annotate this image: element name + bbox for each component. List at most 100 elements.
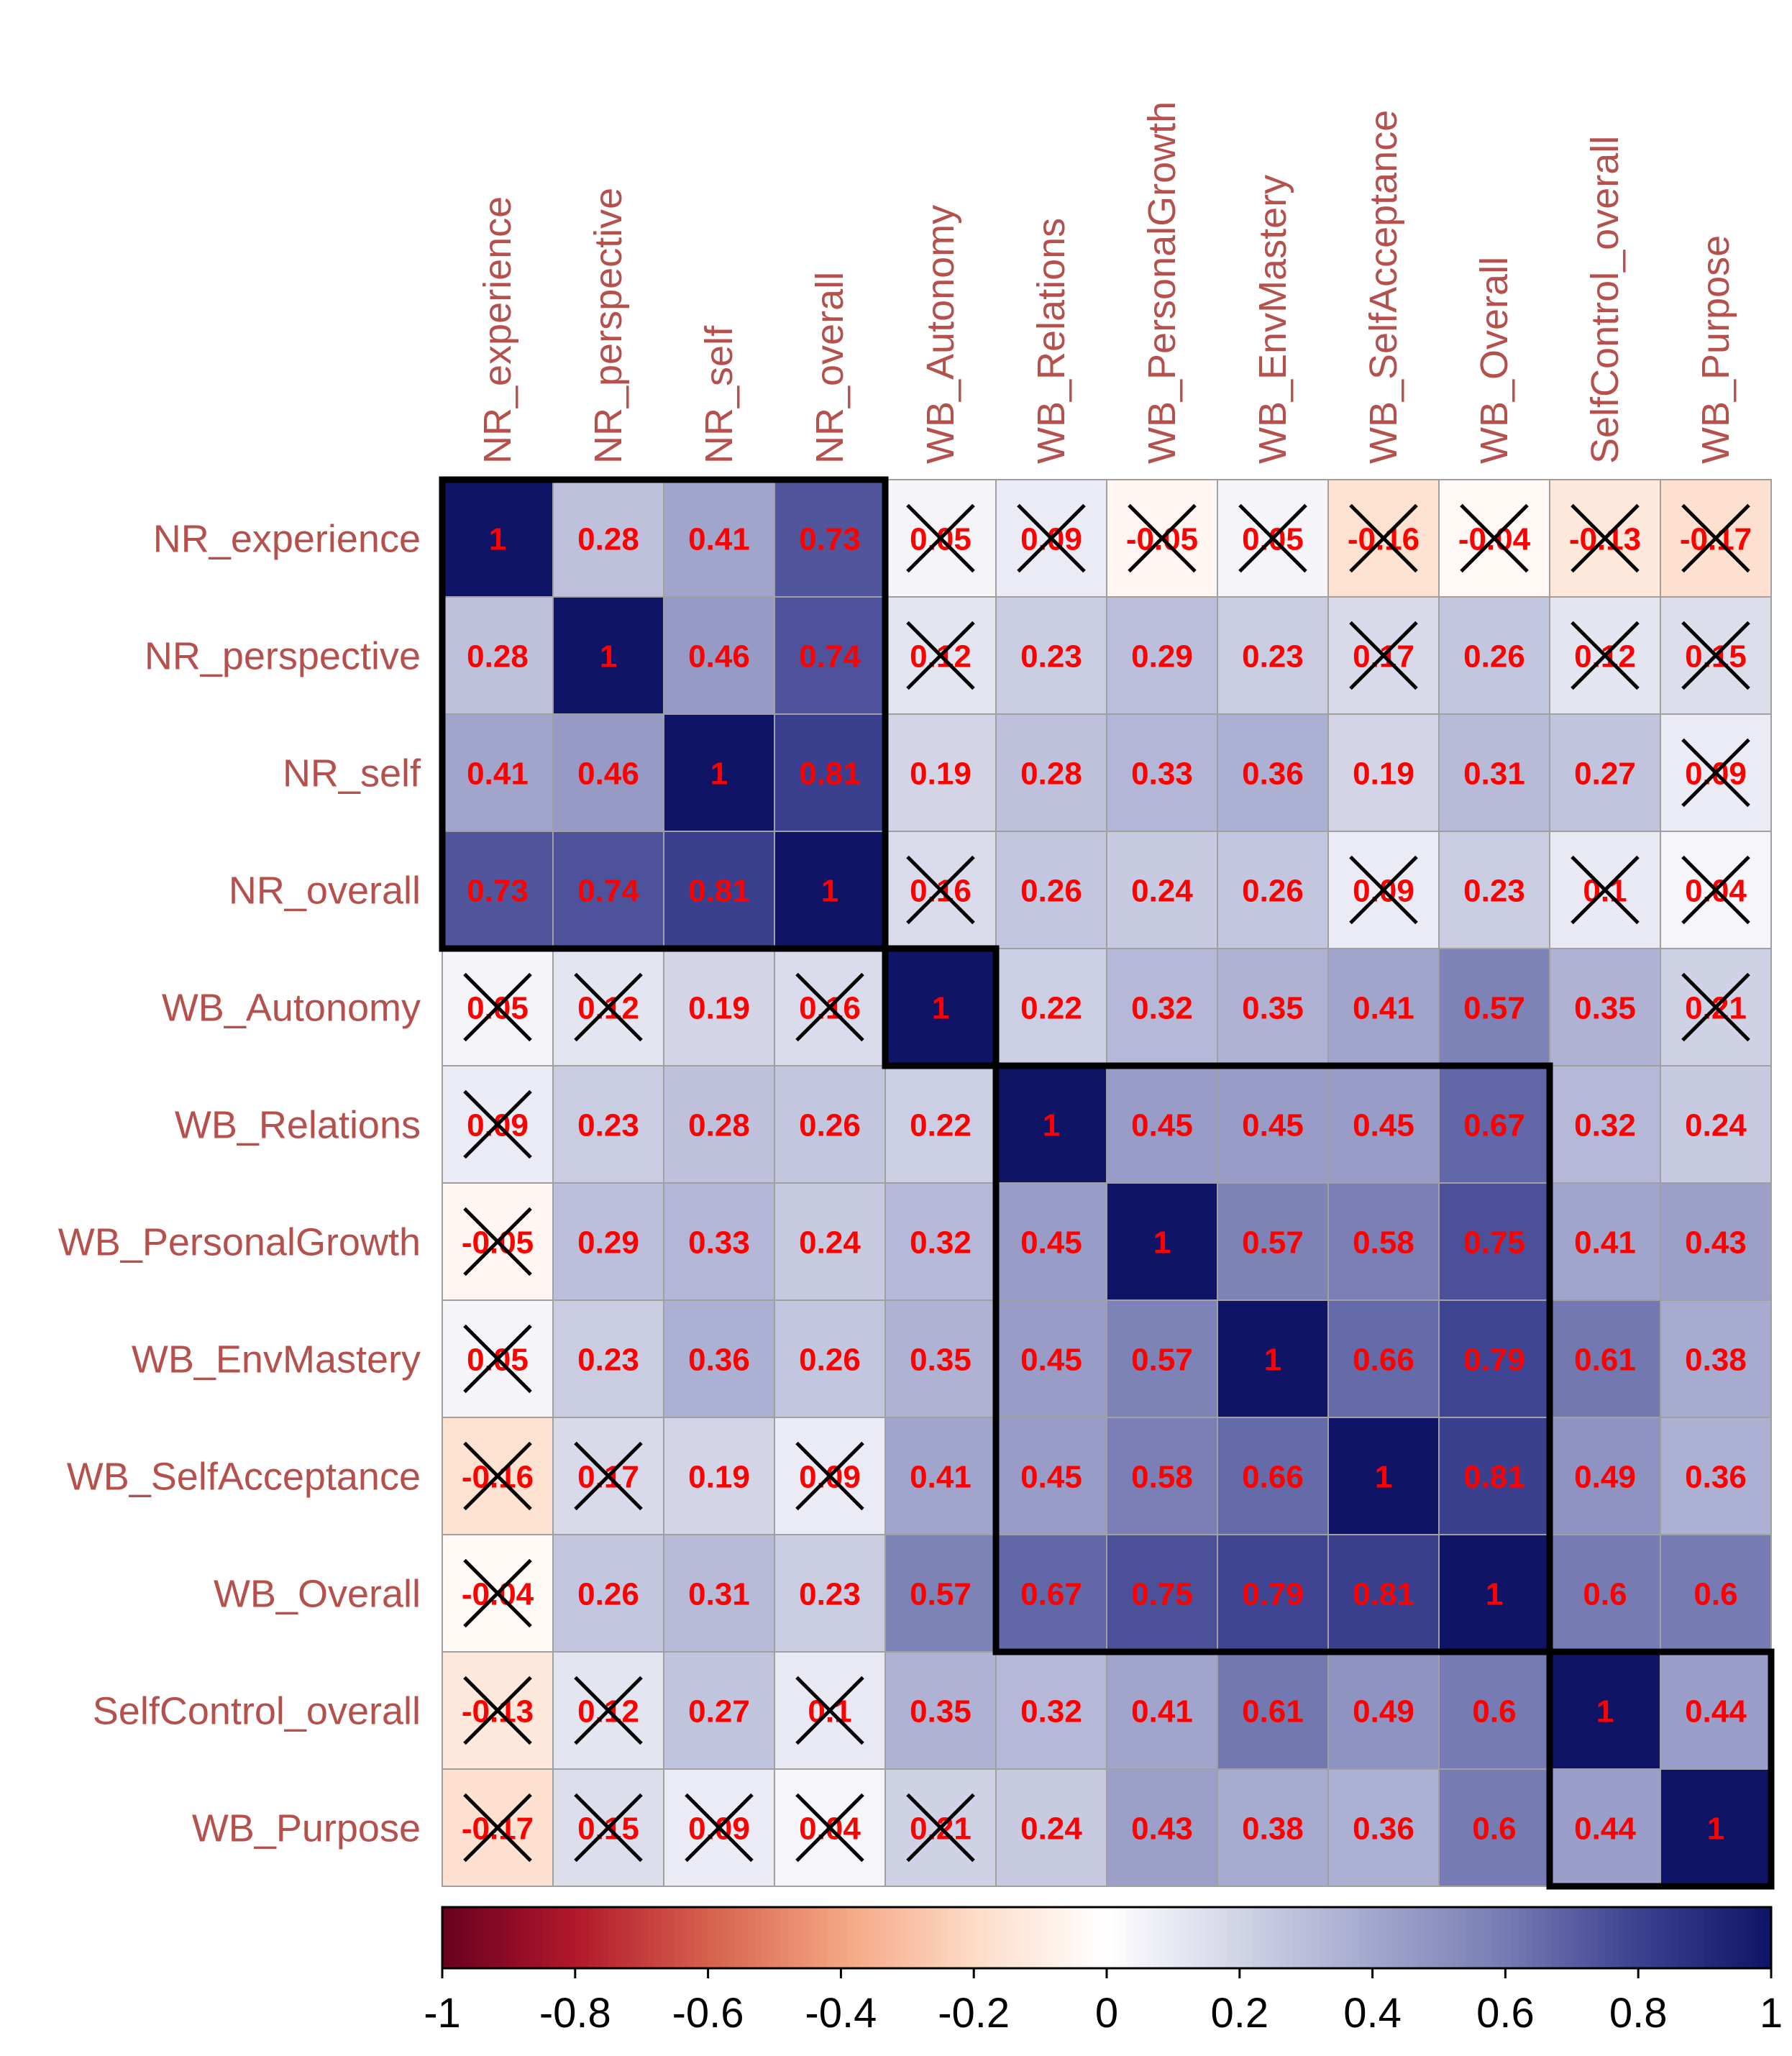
cell-value: 0.81 xyxy=(799,757,861,792)
cell-value: 0.28 xyxy=(577,522,639,557)
cell-NR_self-NR_overall xyxy=(774,713,886,832)
row-label: WB_SelfAcceptance xyxy=(67,1456,421,1499)
colorbar-segment xyxy=(1525,1907,1533,1968)
cell-WB_Overall-NR_perspective xyxy=(552,1534,664,1653)
cell-value: 0.36 xyxy=(1353,1811,1414,1847)
cell-WB_Overall-WB_Purpose xyxy=(1660,1534,1772,1653)
colorbar-segment xyxy=(595,1907,603,1968)
colorbar-segment xyxy=(794,1907,802,1968)
colorbar-segment xyxy=(1631,1907,1639,1968)
cell-WB_SelfAcceptance-WB_Relations xyxy=(995,1417,1107,1535)
cell-WB_Overall-SelfControl_overall xyxy=(1549,1534,1661,1653)
insignificant-mark xyxy=(463,1441,532,1511)
colorbar-segment xyxy=(754,1907,762,1968)
cell-value: 0.23 xyxy=(577,1108,639,1143)
insignificant-mark xyxy=(795,1441,864,1511)
cell-WB_SelfAcceptance-NR_self xyxy=(663,1417,775,1535)
colorbar-segment xyxy=(1751,1907,1759,1968)
colorbar-segment xyxy=(1718,1907,1726,1968)
colorbar-segment xyxy=(1060,1907,1068,1968)
cell-NR_experience-NR_perspective xyxy=(552,479,664,598)
colorbar-segment xyxy=(1518,1907,1526,1968)
cell-value: 1 xyxy=(1707,1811,1724,1847)
cell-value: 0.32 xyxy=(1131,991,1193,1026)
colorbar-segment xyxy=(1399,1907,1407,1968)
column-label: WB_PersonalGrowth xyxy=(1140,101,1184,464)
insignificant-mark xyxy=(1238,503,1307,573)
colorbar-segment xyxy=(462,1907,470,1968)
cell-value: 0.41 xyxy=(910,1460,972,1495)
colorbar-segment xyxy=(1757,1907,1765,1968)
cell-WB_Autonomy-WB_Autonomy xyxy=(884,948,997,1066)
cell-value: 0.38 xyxy=(1242,1811,1304,1847)
cell-value: 0.29 xyxy=(1131,639,1193,675)
colorbar-segment xyxy=(661,1907,669,1968)
row-label: SelfControl_overall xyxy=(93,1690,421,1733)
row-label: NR_experience xyxy=(153,518,421,561)
insignificant-mark xyxy=(1681,503,1750,573)
cell-WB_EnvMastery-WB_Autonomy xyxy=(884,1299,997,1418)
cell-value: 0.28 xyxy=(467,639,529,675)
cell-value: 0.35 xyxy=(1242,991,1304,1026)
column-label: WB_SelfAcceptance xyxy=(1362,110,1405,464)
column-label: NR_overall xyxy=(808,272,851,464)
colorbar-segment xyxy=(502,1907,510,1968)
cell-WB_EnvMastery-NR_overall xyxy=(774,1299,886,1418)
cell-value: 0.36 xyxy=(1685,1460,1747,1495)
colorbar-segment xyxy=(1080,1907,1088,1968)
colorbar-segment xyxy=(748,1907,756,1968)
colorbar-segment xyxy=(1711,1907,1719,1968)
cell-value: 0.41 xyxy=(688,522,750,557)
colorbar-segment xyxy=(1432,1907,1440,1968)
colorbar-segment xyxy=(1698,1907,1706,1968)
cell-SelfControl_overall-WB_Overall xyxy=(1438,1651,1550,1770)
colorbar-segment xyxy=(854,1907,861,1968)
colorbar-tick-label: -1 xyxy=(424,1990,461,2037)
colorbar-tick-label: 1 xyxy=(1760,1990,1783,2037)
colorbar-segment xyxy=(820,1907,828,1968)
colorbar-segment xyxy=(628,1907,636,1968)
colorbar-segment xyxy=(575,1907,582,1968)
row-label: WB_PersonalGrowth xyxy=(58,1221,421,1264)
colorbar-segment xyxy=(814,1907,822,1968)
colorbar-segment xyxy=(1239,1907,1247,1968)
colorbar-segment xyxy=(1233,1907,1240,1968)
cell-value: 0.32 xyxy=(1574,1108,1636,1143)
colorbar-segment xyxy=(1273,1907,1281,1968)
insignificant-mark xyxy=(463,1324,532,1394)
cell-value: 0.74 xyxy=(799,639,861,675)
insignificant-mark xyxy=(1128,503,1197,573)
cell-value: 0.66 xyxy=(1353,1343,1414,1378)
cell-WB_SelfAcceptance-WB_SelfAcceptance xyxy=(1327,1417,1440,1535)
cell-value: 0.26 xyxy=(1463,639,1525,675)
insignificant-mark xyxy=(685,1793,754,1863)
colorbar-segment xyxy=(1392,1907,1400,1968)
cluster-box xyxy=(1546,1648,1775,1890)
colorbar-segment xyxy=(1386,1907,1394,1968)
colorbar: -1 -0.8 -0.6 -0.4 -0.2 0 0.2 0.4 0.6 0.8 1 xyxy=(424,1906,1783,2037)
colorbar-tick-label: -0.8 xyxy=(539,1990,611,2037)
insignificant-mark xyxy=(906,1793,975,1863)
colorbar-segment xyxy=(907,1907,915,1968)
cell-value: 0.73 xyxy=(467,874,529,909)
colorbar-segment xyxy=(714,1907,722,1968)
colorbar-segment xyxy=(442,1907,450,1968)
colorbar-segment xyxy=(734,1907,742,1968)
cell-NR_self-WB_PersonalGrowth xyxy=(1106,713,1218,832)
column-label: SelfControl_overall xyxy=(1583,136,1627,464)
column-label: WB_EnvMastery xyxy=(1251,175,1294,464)
colorbar-segment xyxy=(880,1907,888,1968)
cell-value: 0.45 xyxy=(1020,1460,1082,1495)
cell-NR_overall-NR_perspective xyxy=(552,831,664,949)
colorbar-segment xyxy=(681,1907,689,1968)
colorbar-tick-label: 0.6 xyxy=(1476,1990,1535,2037)
colorbar-segment xyxy=(648,1907,656,1968)
colorbar-segment xyxy=(781,1907,789,1968)
cell-value: 0.81 xyxy=(688,874,750,909)
colorbar-segment xyxy=(920,1907,928,1968)
cell-NR_perspective-NR_overall xyxy=(774,596,886,715)
colorbar-segment xyxy=(1651,1907,1659,1968)
cell-WB_SelfAcceptance-WB_Purpose xyxy=(1660,1417,1772,1535)
cell-value: 0.26 xyxy=(1020,874,1082,909)
cell-value: 0.36 xyxy=(1242,757,1304,792)
